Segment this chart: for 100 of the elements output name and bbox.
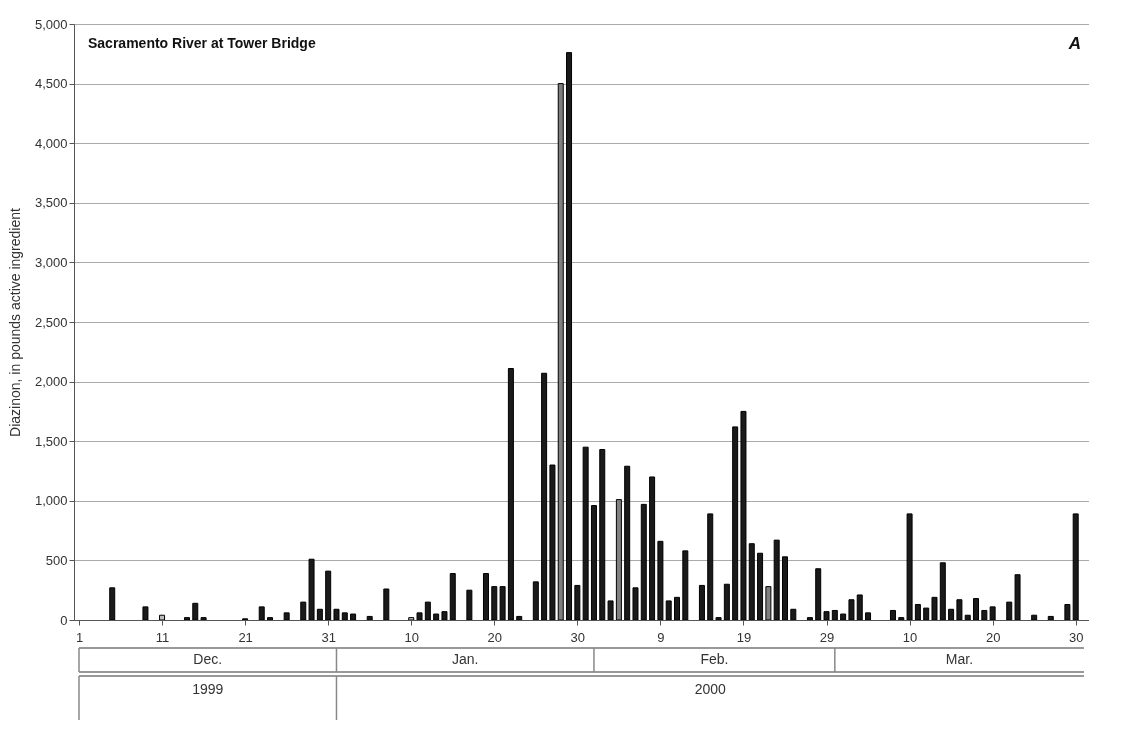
- bar: [1031, 614, 1038, 620]
- text: Feb.: [700, 651, 729, 667]
- x-tick-label: 30: [1068, 629, 1084, 645]
- bar: [159, 614, 166, 620]
- bar: [740, 410, 747, 620]
- bar: [765, 586, 772, 620]
- bar: [674, 596, 681, 620]
- bar: [790, 608, 797, 620]
- bar: [433, 613, 440, 620]
- bar: [707, 513, 714, 620]
- x-tick-label: 9: [657, 629, 665, 645]
- bar: [715, 617, 722, 620]
- bar: [856, 594, 863, 620]
- bar: [183, 617, 190, 620]
- bar: [1064, 604, 1071, 620]
- x-tick-label: 29: [819, 629, 835, 645]
- bar: [599, 449, 606, 620]
- bar: [350, 613, 357, 620]
- bar: [449, 573, 456, 620]
- bar: [723, 583, 730, 620]
- text: 2000: [694, 681, 727, 697]
- bar: [308, 558, 315, 620]
- bar: [109, 587, 116, 620]
- bar: [939, 562, 946, 620]
- bar: [806, 617, 813, 620]
- bar: [300, 601, 307, 620]
- x-tick-label: 10: [404, 629, 419, 645]
- bar: [615, 499, 622, 620]
- bar: [491, 586, 498, 620]
- y-tick-label: 0: [60, 612, 68, 628]
- bar: [1072, 513, 1079, 620]
- bar: [566, 52, 573, 620]
- bar: [383, 588, 390, 620]
- y-tick-label: 2,500: [34, 314, 68, 330]
- bar: [333, 608, 340, 620]
- y-tick-label: 500: [45, 552, 68, 568]
- bar: [865, 612, 872, 620]
- bar: [964, 614, 971, 620]
- x-tick-label: 30: [570, 629, 586, 645]
- bar: [1006, 601, 1013, 620]
- y-tick-label: 3,500: [34, 195, 68, 211]
- text: Jan.: [451, 651, 479, 667]
- x-tick-label: 19: [736, 629, 752, 645]
- bar: [267, 617, 274, 620]
- bar: [898, 617, 905, 620]
- x-tick-label: 21: [238, 629, 253, 645]
- bar: [325, 570, 332, 620]
- bar: [640, 503, 647, 620]
- bar: [532, 581, 539, 620]
- bar: [831, 609, 838, 620]
- bar: [416, 612, 423, 620]
- text: 1999: [192, 681, 224, 697]
- text: Sacramento River at Tower Bridge: [88, 35, 316, 51]
- y-tick-label: 3,000: [34, 254, 68, 270]
- x-tick-label: 20: [487, 629, 503, 645]
- bar: [657, 540, 664, 620]
- bar: [482, 573, 489, 620]
- bar: [848, 599, 855, 620]
- bar: [649, 476, 656, 620]
- bar: [557, 83, 564, 620]
- y-tick-label: 1,000: [34, 493, 68, 509]
- bar: [732, 426, 739, 620]
- x-tick-label: 11: [155, 629, 170, 645]
- bar: [889, 609, 896, 620]
- annotation: A: [1067, 34, 1081, 53]
- bar: [624, 465, 631, 620]
- bar: [632, 587, 639, 620]
- bar: [823, 611, 830, 620]
- bar: [840, 613, 847, 620]
- y-axis-title: Diazinon, in pounds active ingredient: [6, 207, 23, 437]
- x-tick-label: 10: [902, 629, 918, 645]
- bar: [773, 539, 780, 620]
- y-tick-label: 4,500: [34, 76, 68, 92]
- bar: [948, 608, 955, 620]
- bar: [931, 596, 938, 620]
- bar: [541, 372, 548, 620]
- bar: [973, 598, 980, 620]
- bar: [607, 600, 614, 620]
- bar: [682, 550, 689, 620]
- bar: [574, 584, 581, 620]
- x-tick-label: 20: [985, 629, 1001, 645]
- bar: [1014, 574, 1021, 620]
- bar: [956, 599, 963, 620]
- bar: [815, 568, 822, 620]
- bar: [906, 513, 913, 620]
- text: Mar.: [945, 651, 974, 667]
- bar: [781, 556, 788, 620]
- bar: [549, 464, 556, 620]
- y-tick-label: 5,000: [34, 16, 68, 32]
- y-tick-label: 2,000: [34, 374, 68, 390]
- x-tick-label: 31: [321, 629, 336, 645]
- x-tick-label: 1: [75, 629, 84, 645]
- bar: [142, 606, 149, 620]
- bar: [665, 600, 672, 620]
- bar: [366, 615, 373, 620]
- bar: [516, 615, 523, 620]
- bar: [923, 607, 930, 620]
- bar: [283, 612, 290, 620]
- bar: [989, 606, 996, 620]
- bar: [582, 446, 589, 620]
